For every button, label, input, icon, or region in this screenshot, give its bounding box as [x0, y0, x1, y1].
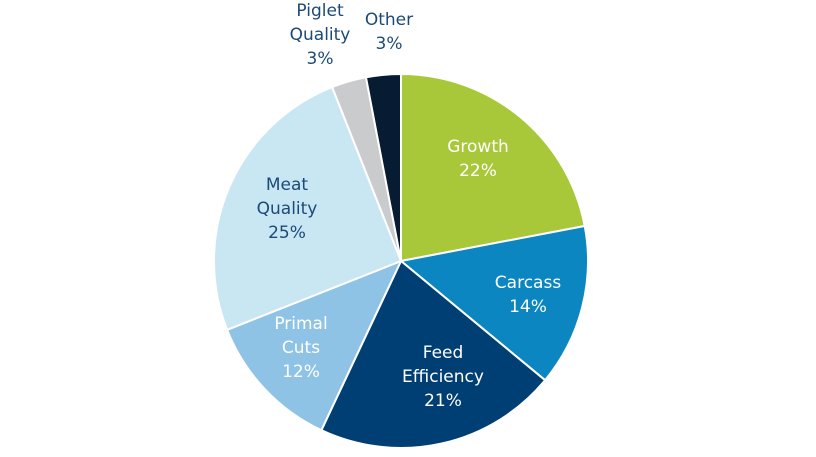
pie-slices	[213, 73, 589, 449]
pie-slice-other	[364, 73, 402, 262]
pie-slice-growth	[400, 73, 586, 262]
slice-label-primal-cuts: Primal Cuts 12%	[274, 314, 327, 382]
slice-label-piglet-quality: Piglet Quality 3%	[290, 1, 351, 69]
pie-slice-primal-cuts	[226, 260, 402, 432]
slice-label-feed-efficiency: Feed Efficiency 21%	[402, 343, 484, 411]
slice-label-carcass: Carcass 14%	[495, 273, 562, 317]
pie-slice-feed-efficiency	[320, 260, 547, 449]
slice-label-growth: Growth 22%	[447, 137, 509, 181]
pie-slice-carcass	[400, 224, 589, 382]
slice-label-meat-quality: Meat Quality 25%	[257, 175, 318, 243]
slice-label-other: Other 3%	[365, 10, 413, 54]
pie-labels: Growth 22% Carcass 14%Feed Efficiency 21% Prim…	[257, 1, 562, 411]
pie-slice-meat-quality	[213, 86, 402, 331]
